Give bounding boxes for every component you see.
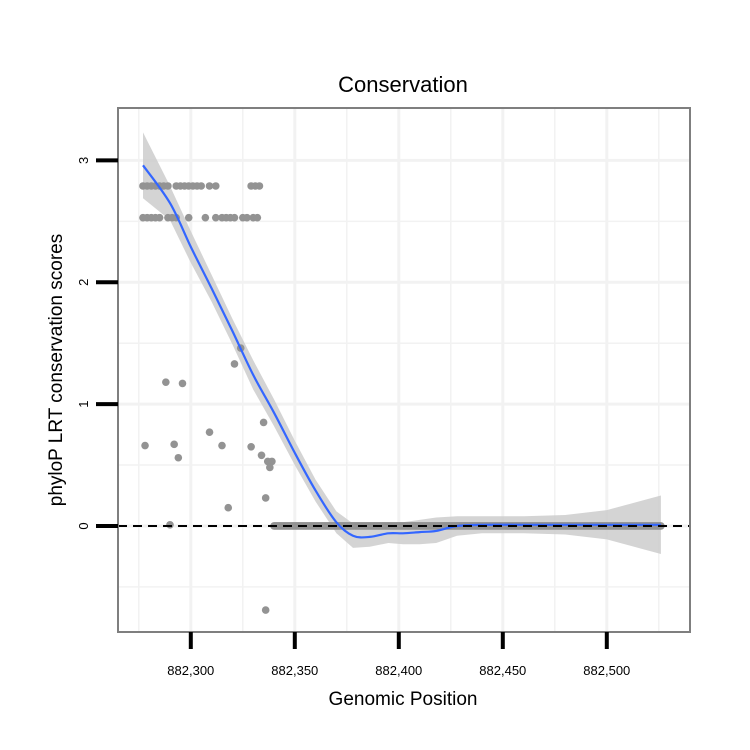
data-point <box>141 441 149 450</box>
data-point <box>247 442 255 451</box>
smooth-line <box>142 164 661 539</box>
data-point <box>261 494 270 502</box>
y-tick-label: 1 <box>76 401 91 408</box>
data-point <box>205 428 214 436</box>
data-point <box>184 213 193 222</box>
data-point <box>170 440 178 449</box>
y-tick-label: 0 <box>76 522 91 529</box>
data-point <box>211 213 220 222</box>
data-point <box>162 378 170 386</box>
data-point <box>261 606 270 614</box>
smooth-line-layer <box>142 164 661 539</box>
data-point <box>174 453 183 462</box>
x-tick-label: 882,450 <box>479 663 526 678</box>
data-point <box>230 360 239 368</box>
data-point <box>259 418 268 427</box>
data-point <box>166 520 174 529</box>
x-axis-label: Genomic Position <box>329 689 478 710</box>
confidence-band <box>143 132 661 554</box>
x-tick-label: 882,500 <box>583 663 630 678</box>
x-tick-label: 882,350 <box>271 663 318 678</box>
panel-border <box>117 107 691 633</box>
data-point <box>266 463 274 472</box>
data-point <box>243 213 251 222</box>
data-point <box>201 213 210 222</box>
data-point <box>268 457 276 466</box>
data-point <box>224 503 233 512</box>
y-tick-label: 3 <box>76 157 91 164</box>
x-tick-label: 882,400 <box>375 663 422 678</box>
data-point <box>178 379 187 388</box>
data-point <box>253 213 262 222</box>
y-axis: 0 1 2 3 <box>76 157 118 530</box>
data-point <box>155 213 164 222</box>
y-axis-label: phyloP LRT conservation scores <box>46 234 67 507</box>
data-point <box>205 182 214 190</box>
x-tick-label: 882,300 <box>167 663 214 678</box>
data-point <box>257 451 266 460</box>
y-tick-label: 2 <box>76 279 91 286</box>
chart-title: Conservation <box>338 72 468 97</box>
data-point <box>230 213 239 222</box>
data-point <box>218 441 226 450</box>
data-point <box>164 182 172 190</box>
ci-ribbon <box>143 132 661 554</box>
x-axis: 882,300 882,350 882,400 882,450 882,500 <box>167 632 630 678</box>
data-point <box>211 182 220 190</box>
data-point <box>197 182 205 190</box>
data-point <box>255 182 264 190</box>
